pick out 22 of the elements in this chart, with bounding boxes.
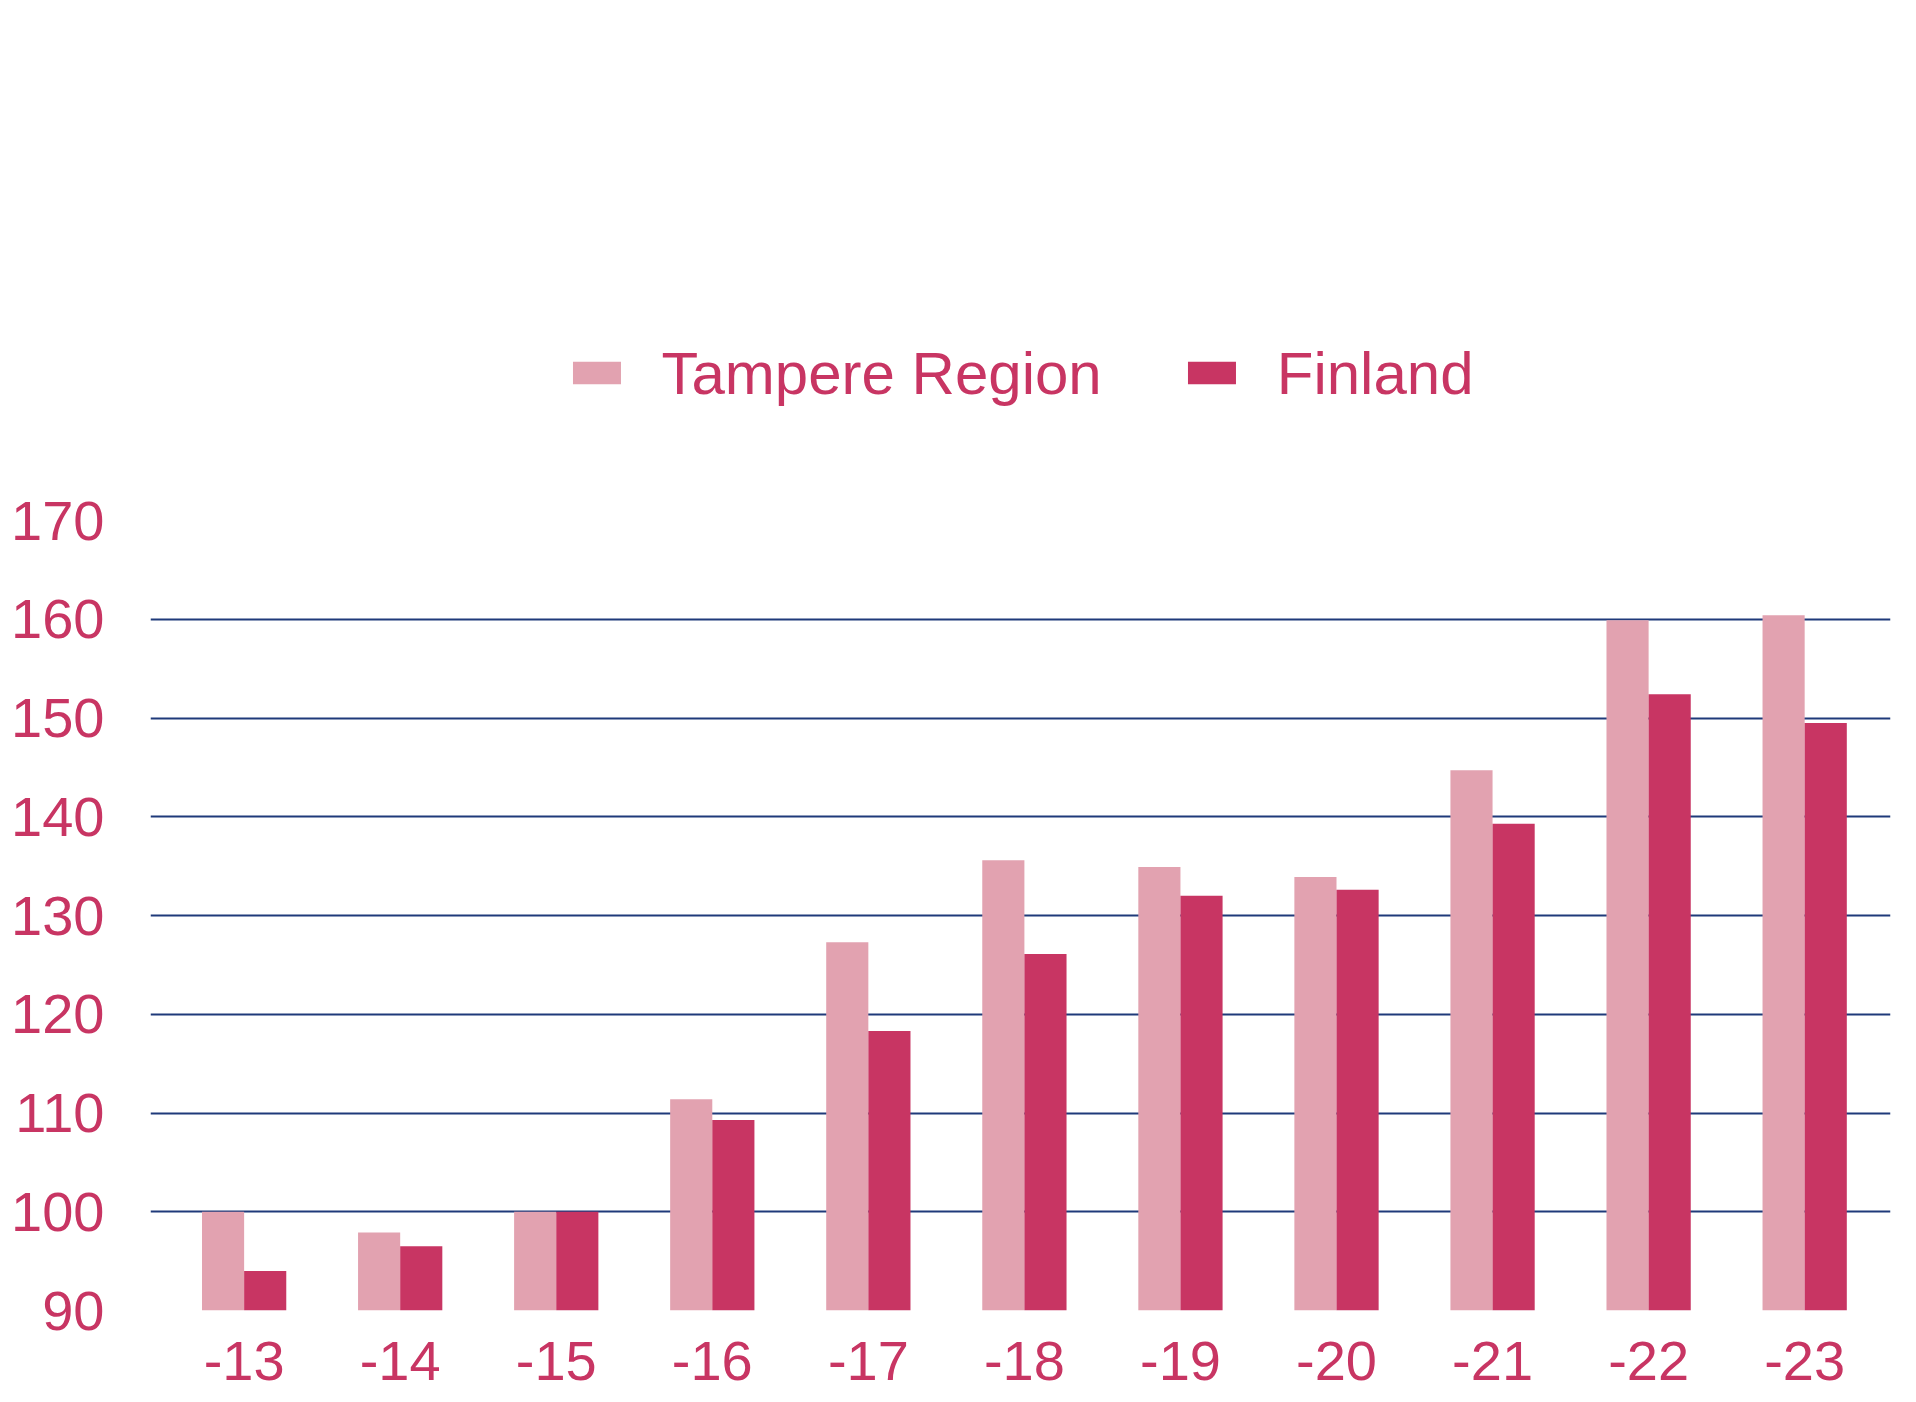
x-tick-label: -13 (203, 1328, 285, 1392)
x-tick-label: -22 (1608, 1328, 1690, 1392)
y-tick-label: 150 (11, 686, 105, 749)
x-tick-label: -16 (671, 1328, 753, 1392)
x-tick-label: -14 (359, 1328, 441, 1392)
legend-label: Tampere Region (661, 338, 1102, 408)
y-tick-label: 130 (11, 883, 105, 947)
x-tick-label: -21 (1452, 1328, 1534, 1392)
x-tick-label: -17 (827, 1328, 909, 1392)
x-tick-label: -18 (983, 1328, 1065, 1392)
x-tick-label: -15 (515, 1328, 597, 1392)
x-tick-label: -19 (1139, 1328, 1221, 1392)
y-tick-label: 100 (11, 1179, 105, 1243)
y-tick-label: 90 (42, 1278, 105, 1342)
y-tick-label: 160 (11, 587, 105, 651)
y-tick-label: 110 (15, 1081, 105, 1144)
x-tick-label: -20 (1296, 1328, 1377, 1392)
y-tick-label: 120 (11, 982, 105, 1046)
y-tick-label: 170 (11, 488, 105, 552)
legend-label: Finland (1276, 338, 1474, 408)
x-tick-label: -23 (1764, 1328, 1846, 1392)
y-tick-label: 140 (11, 784, 105, 848)
